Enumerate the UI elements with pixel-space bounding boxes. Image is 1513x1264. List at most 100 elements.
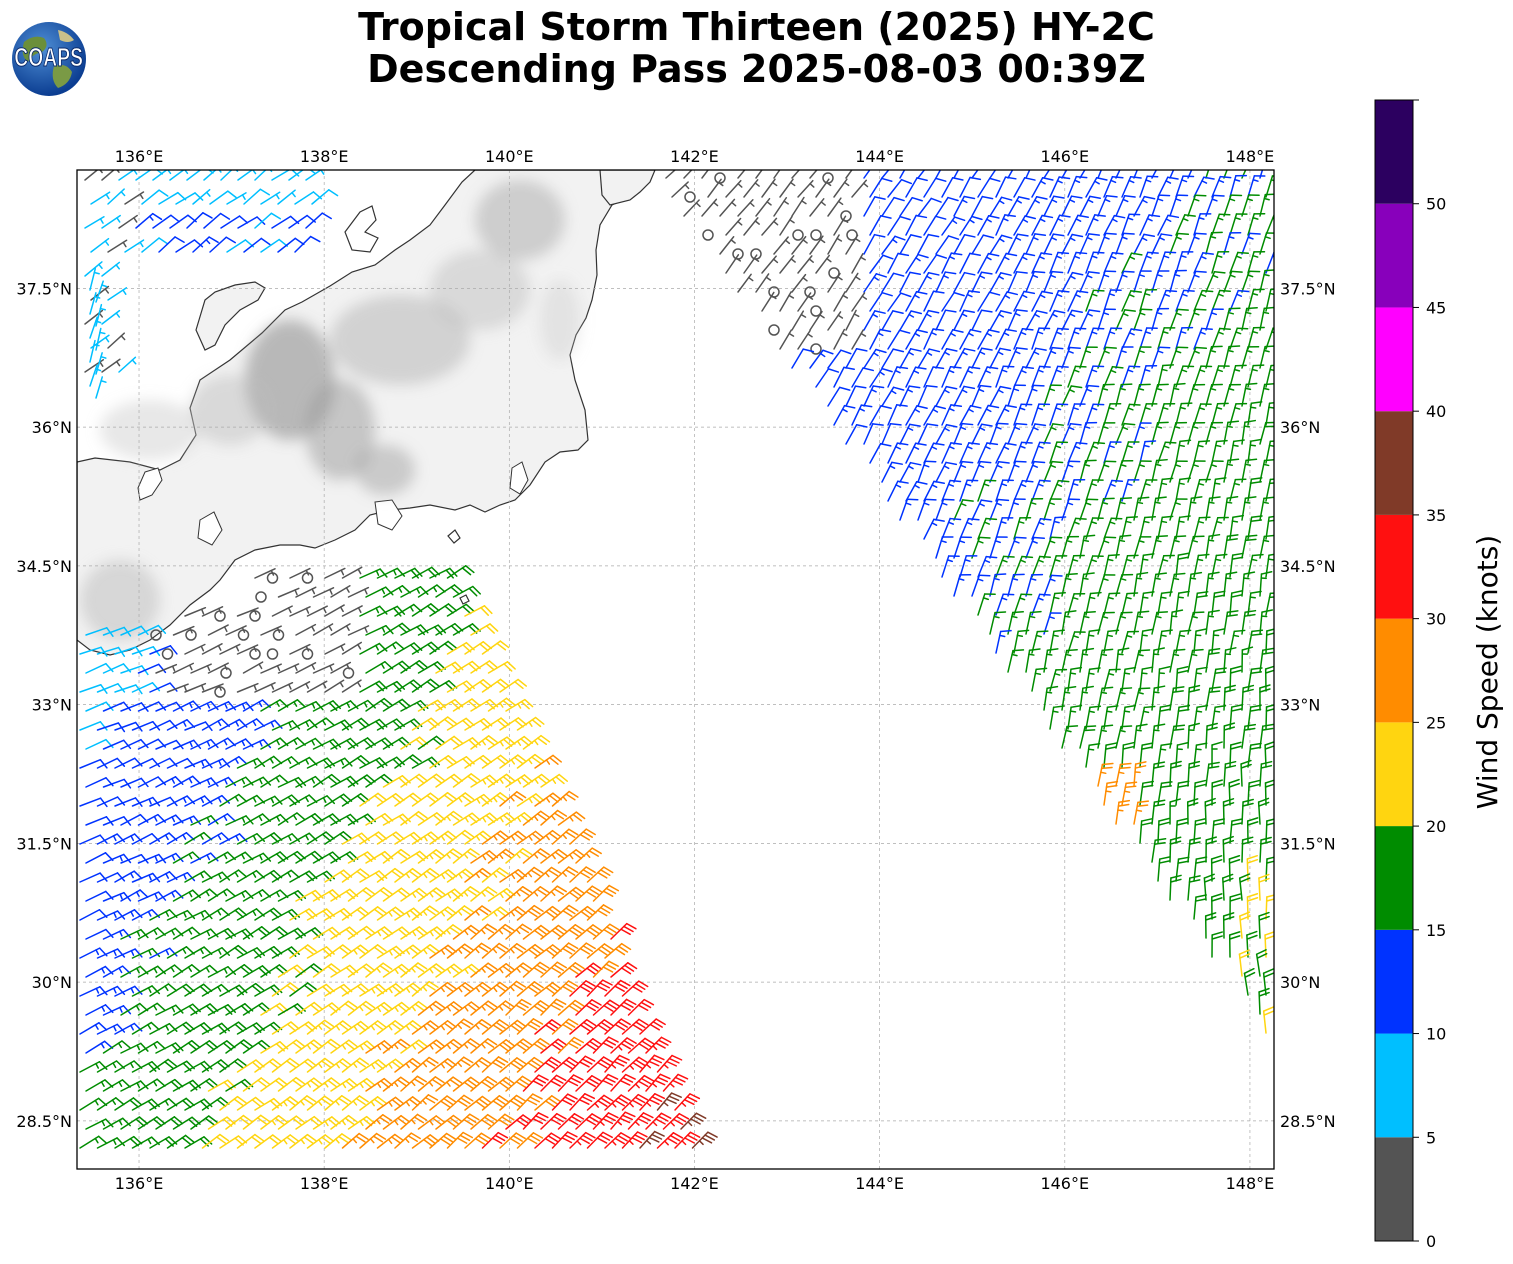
wind-barb [1013, 555, 1034, 578]
wind-barb [1175, 780, 1190, 806]
wind-barb [627, 998, 655, 1016]
wind-barb [1151, 194, 1171, 217]
wind-barb [411, 980, 439, 997]
wind-barb [833, 215, 849, 236]
colorbar-tick-label: 10 [1426, 1025, 1446, 1044]
wind-barb [141, 237, 169, 253]
colorbar-bin [1375, 826, 1413, 930]
wind-barb [1241, 646, 1254, 673]
wind-barb [155, 1078, 184, 1092]
wind-barb [446, 717, 475, 731]
wind-barb [551, 1131, 578, 1149]
wind-barb [120, 1042, 149, 1054]
colorbar-bin [1375, 203, 1413, 308]
wind-barb [324, 604, 345, 617]
wind-barb [935, 461, 958, 483]
wind-barb [1169, 836, 1182, 863]
wind-barb [959, 555, 978, 578]
wind-barb [172, 1040, 201, 1054]
wind-barb [1265, 327, 1274, 350]
wind-barb [1025, 460, 1046, 483]
wind-barb [359, 1020, 387, 1035]
wind-barb [1049, 403, 1069, 426]
wind-barb [435, 848, 463, 864]
wind-barb [540, 1112, 567, 1130]
wind-barb [470, 812, 499, 826]
wind-barb [1031, 252, 1053, 274]
wind-barb [1043, 233, 1065, 255]
wind-barb [1241, 306, 1258, 331]
wind-barb [470, 1000, 498, 1016]
wind-barb [376, 793, 405, 807]
wind-barb [446, 829, 475, 845]
wind-barb [1085, 365, 1105, 388]
wind-barb [1025, 573, 1044, 597]
wind-barb [1247, 250, 1266, 274]
wind-barb [569, 1055, 596, 1073]
wind-barb [540, 998, 567, 1016]
wind-barb [114, 797, 143, 807]
wind-barb [266, 648, 279, 660]
wind-barb [1115, 460, 1134, 483]
wind-barb [1193, 516, 1211, 540]
title-line-1: Tropical Storm Thirteen (2025) HY-2C [358, 5, 1155, 49]
wind-barb [499, 943, 527, 959]
wind-barb [341, 868, 370, 883]
wind-barb [953, 385, 976, 407]
wind-barb [137, 1002, 166, 1016]
wind-barb [833, 178, 850, 198]
wind-barb [417, 1076, 445, 1092]
colorbar-tick-label: 15 [1426, 921, 1446, 940]
wind-barb [411, 831, 440, 845]
wind-barb [249, 648, 261, 660]
wind-barb [534, 792, 562, 807]
wind-barb [137, 1040, 166, 1054]
wind-barb [184, 758, 213, 769]
wind-barb [1265, 856, 1274, 882]
wind-barb [190, 777, 219, 788]
wind-barb [959, 404, 982, 426]
wind-barb [1025, 648, 1041, 673]
wind-barb [1049, 592, 1066, 616]
wind-barb [254, 795, 283, 807]
wind-barb [1187, 535, 1205, 559]
wind-barb [1133, 723, 1148, 749]
wind-barb [155, 1042, 184, 1054]
wind-barb [120, 928, 149, 940]
wind-barb [417, 887, 446, 902]
wind-barb [85, 1040, 114, 1054]
wind-barb [452, 698, 481, 712]
wind-barb [312, 963, 341, 978]
wind-barb [124, 191, 145, 205]
wind-barb [1049, 516, 1067, 540]
wind-barb [190, 888, 219, 902]
wind-barb [899, 196, 923, 217]
wind-barb [295, 586, 317, 598]
wind-barb [551, 790, 579, 807]
wind-barb [481, 678, 510, 693]
wind-barb [394, 567, 423, 579]
wind-barb [324, 679, 345, 693]
wind-barb [207, 776, 237, 788]
wind-barb [977, 366, 999, 388]
wind-barb [376, 983, 405, 997]
wind-barb [295, 963, 323, 978]
wind-barb [1115, 647, 1130, 673]
wind-barb [1115, 799, 1131, 825]
wind-barb [1085, 177, 1108, 198]
wind-barb [446, 1131, 474, 1149]
wind-barb [481, 754, 510, 769]
latitude-labels: 28.5°N 28.5°N 30°N 30°N 31.5°N 31.5°N 33°N 33°N… [16, 279, 1335, 1131]
wind-barb [452, 1076, 481, 1092]
wind-barb [1151, 346, 1171, 369]
wind-barb [881, 423, 902, 445]
wind-barb [220, 667, 232, 679]
wind-barb [429, 755, 458, 769]
wind-barb [869, 215, 892, 236]
wind-barb [995, 555, 1015, 578]
wind-barb [516, 830, 545, 845]
wind-barb [935, 271, 957, 293]
wind-barb [627, 1074, 655, 1092]
colorbar: 0 5 10 15 20 25 30 35 40 45 50 Wind Speed (knots) [1374, 99, 1504, 1251]
wind-barb [863, 310, 886, 331]
